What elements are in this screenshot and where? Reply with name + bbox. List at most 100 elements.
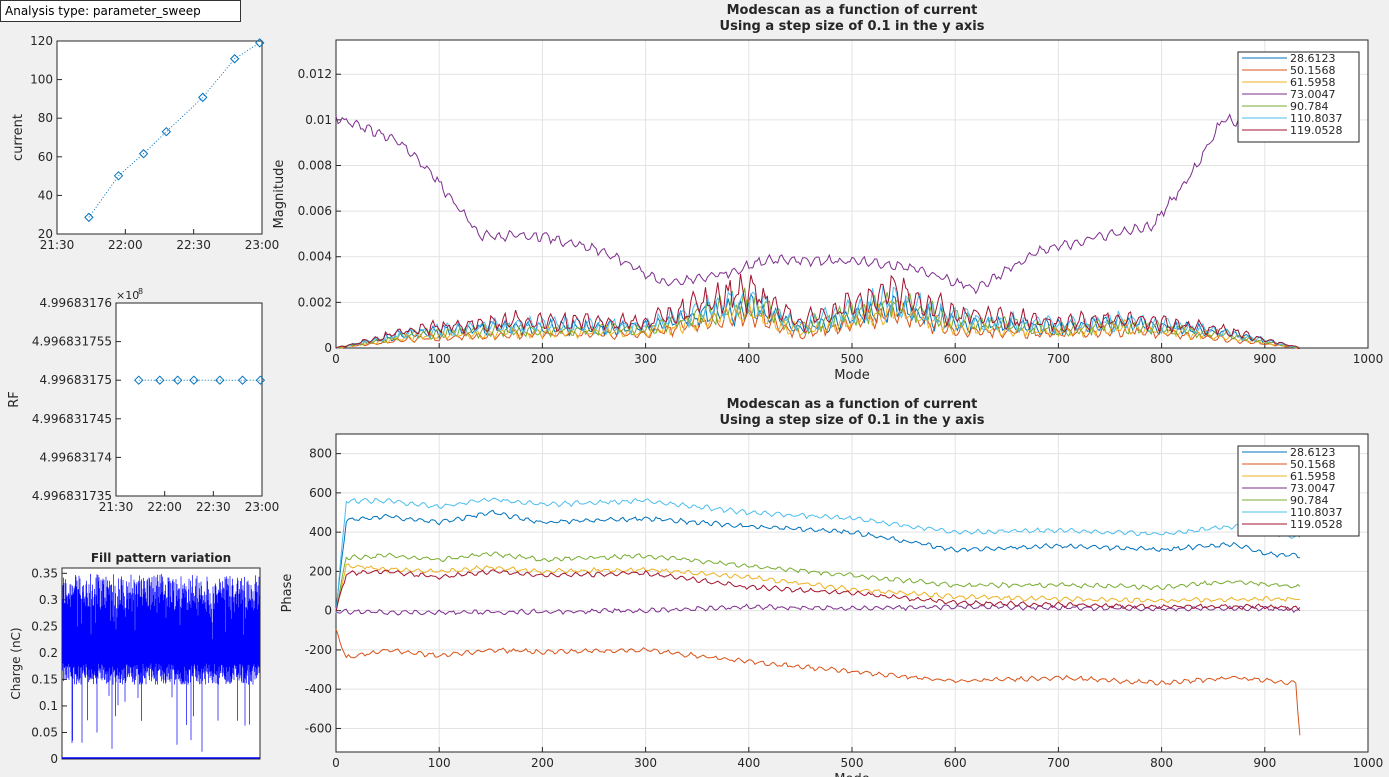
- phase-xtick-label-9: 900: [1253, 756, 1276, 770]
- magnitude-ytick-label-5: 0.01: [305, 113, 332, 127]
- current-ytick-label-5: 120: [30, 34, 53, 48]
- magnitude-legend-label-5: 110.8037: [1290, 112, 1343, 125]
- phase-series-3: [335, 603, 1301, 616]
- magnitude-xtick-label-8: 800: [1150, 352, 1173, 366]
- rf-xtick-label-0: 21:30: [99, 500, 134, 514]
- current-point-3: [161, 126, 172, 137]
- rf-ytick-label-5: 4.99683176: [39, 296, 112, 310]
- analysis-type-label: Analysis type: parameter_sweep: [0, 0, 241, 22]
- phase-ytick-label-7: 800: [309, 447, 332, 461]
- magnitude-series-5: [335, 286, 1301, 350]
- magnitude-legend-label-4: 90.784: [1290, 100, 1329, 113]
- phase-legend-label-6: 119.0528: [1290, 518, 1343, 531]
- current-ytick-label-4: 100: [30, 73, 53, 87]
- current-ytick-label-1: 40: [38, 188, 53, 202]
- phase-series-4: [335, 551, 1301, 612]
- phase-ytick-label-6: 600: [309, 486, 332, 500]
- phase-legend-label-2: 61.5958: [1290, 470, 1336, 483]
- magnitude-xtick-label-3: 300: [634, 352, 657, 366]
- rf-axes: [115, 302, 263, 497]
- fill-ytick-label-3: 0.15: [31, 672, 58, 686]
- phase-legend-label-3: 73.0047: [1290, 482, 1336, 495]
- phase-series-2: [335, 563, 1300, 610]
- rf-xtick-label-2: 22:30: [196, 500, 231, 514]
- current-point-4: [198, 92, 208, 103]
- rf-exponent-power: 8: [138, 287, 143, 296]
- rf-point-0: [134, 375, 144, 385]
- rf-exponent-label: ×10: [116, 289, 139, 302]
- fill-ytick-label-4: 0.2: [39, 646, 58, 660]
- magnitude-series-6: [335, 273, 1301, 349]
- fill-ytick-label-5: 0.25: [31, 619, 58, 633]
- rf-ytick-label-0: 4.996831735: [32, 489, 112, 503]
- phase-title: Modescan as a function of current: [727, 397, 978, 412]
- rf-point-4: [215, 375, 225, 385]
- phase-xlabel: Mode: [834, 772, 869, 777]
- phase-ytick-label-1: -400: [305, 682, 332, 696]
- current-ytick-label-0: 20: [38, 227, 53, 241]
- current-xtick-label-2: 22:30: [176, 238, 211, 252]
- fill-ytick-label-1: 0.05: [31, 725, 58, 739]
- current-xtick-label-0: 21:30: [40, 238, 75, 252]
- magnitude-legend-label-2: 61.5958: [1290, 76, 1336, 89]
- magnitude-xtick-label-7: 700: [1047, 352, 1070, 366]
- phase-xtick-label-6: 600: [944, 756, 967, 770]
- phase-xtick-label-0: 0: [332, 756, 340, 770]
- phase-legend-label-4: 90.784: [1290, 494, 1329, 507]
- magnitude-axes-frame: [335, 39, 1369, 349]
- rf-ytick-label-2: 4.996831745: [32, 412, 112, 426]
- phase-ylabel: Phase: [280, 574, 295, 613]
- phase-xtick-label-10: 1000: [1353, 756, 1384, 770]
- magnitude-ytick-label-1: 0.002: [298, 295, 332, 309]
- magnitude-ytick-label-2: 0.004: [298, 250, 332, 264]
- magnitude-ytick-label-6: 0.012: [298, 67, 332, 81]
- rf-point-2: [172, 375, 183, 385]
- current-ytick-label-3: 80: [38, 111, 53, 125]
- rf-xtick-label-1: 22:00: [147, 500, 182, 514]
- rf-point-3: [189, 375, 199, 385]
- magnitude-xtick-label-9: 900: [1253, 352, 1276, 366]
- rf-point-6: [255, 375, 266, 385]
- magnitude-ytick-label-4: 0.008: [298, 158, 332, 172]
- fill-title: Fill pattern variation: [91, 551, 231, 565]
- current-point-2: [138, 149, 149, 159]
- fill-ytick-label-6: 0.3: [39, 593, 58, 607]
- magnitude-xtick-label-10: 1000: [1353, 352, 1384, 366]
- magnitude-xtick-label-1: 100: [428, 352, 451, 366]
- phase-series-0: [335, 509, 1300, 611]
- current-point-6: [255, 38, 265, 48]
- magnitude-xtick-label-5: 500: [841, 352, 864, 366]
- current-point-5: [229, 54, 240, 64]
- phase-xtick-label-5: 500: [841, 756, 864, 770]
- current-line: [88, 42, 260, 218]
- magnitude-subtitle: Using a step size of 0.1 in the y axis: [720, 19, 985, 34]
- magnitude-ytick-label-0: 0: [324, 341, 332, 355]
- phase-series-1: [335, 629, 1301, 736]
- phase-legend-label-0: 28.6123: [1290, 446, 1336, 459]
- magnitude-ytick-label-3: 0.006: [298, 204, 332, 218]
- phase-ytick-label-2: -200: [305, 643, 332, 657]
- magnitude-ylabel: Magnitude: [272, 160, 287, 229]
- rf-ytick-label-3: 4.99683175: [39, 373, 112, 387]
- phase-legend-label-1: 50.1568: [1290, 458, 1336, 471]
- magnitude-title: Modescan as a function of current: [727, 3, 978, 18]
- magnitude-legend-label-1: 50.1568: [1290, 64, 1336, 77]
- magnitude-xtick-label-2: 200: [531, 352, 554, 366]
- magnitude-legend-label-0: 28.6123: [1290, 52, 1336, 65]
- phase-ytick-label-0: -600: [305, 721, 332, 735]
- phase-xtick-label-7: 700: [1047, 756, 1070, 770]
- fill-ylabel: Charge (nC): [9, 627, 23, 699]
- rf-point-1: [155, 375, 165, 385]
- phase-ytick-label-3: 0: [324, 604, 332, 618]
- phase-legend-label-5: 110.8037: [1290, 506, 1343, 519]
- current-point-0: [84, 212, 94, 223]
- fill-ytick-label-7: 0.35: [31, 566, 58, 580]
- magnitude-legend: [1237, 51, 1360, 143]
- magnitude-xtick-label-6: 600: [944, 352, 967, 366]
- phase-xtick-label-1: 100: [428, 756, 451, 770]
- rf-ytick-label-1: 4.99683174: [39, 450, 112, 464]
- current-xtick-label-3: 23:00: [245, 238, 280, 252]
- current-point-1: [113, 171, 124, 181]
- rf-point-5: [237, 375, 248, 385]
